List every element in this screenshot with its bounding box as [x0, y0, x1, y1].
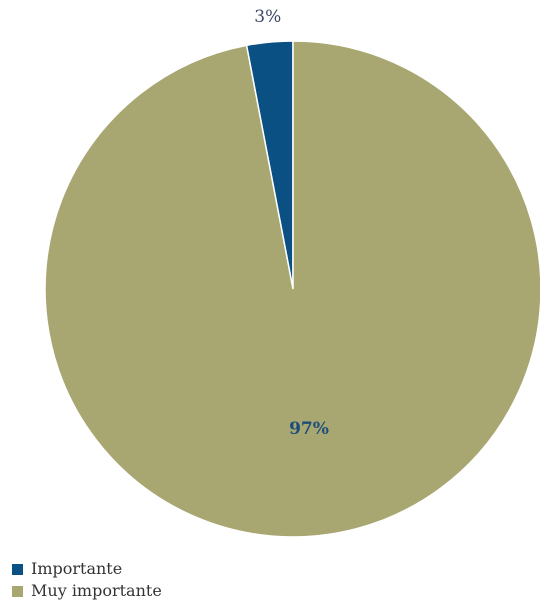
legend-label-muy-importante: Muy importante — [31, 581, 162, 600]
pie-data-labels: 3% 97% — [254, 7, 329, 439]
pie-slice-muy-importante — [44, 40, 540, 538]
legend: Importante Muy importante — [12, 558, 162, 602]
legend-label-importante: Importante — [31, 559, 123, 578]
legend-item-muy-importante: Muy importante — [12, 580, 162, 602]
legend-swatch-importante — [12, 563, 23, 575]
pie-label-muy-importante: 97% — [289, 419, 329, 439]
legend-swatch-muy-importante — [12, 585, 23, 597]
legend-item-importante: Importante — [12, 558, 162, 580]
pie-slices — [44, 40, 540, 538]
pie-label-importante: 3% — [254, 7, 281, 27]
